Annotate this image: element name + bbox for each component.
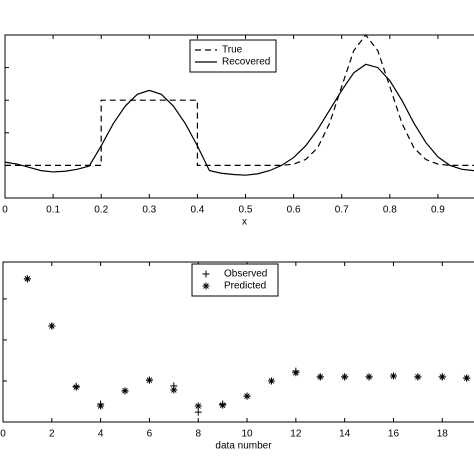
series-line (4, 63, 474, 176)
x-tick-label: 2 (49, 429, 55, 440)
x-tick-label: 0.9 (431, 205, 445, 216)
point (23, 275, 31, 283)
point (72, 383, 80, 391)
legend-label: True (222, 45, 243, 56)
x-axis-label: data number (215, 441, 272, 452)
point (194, 408, 202, 416)
legend-label: Predicted (224, 281, 266, 292)
plot-frame (2, 261, 474, 423)
x-tick-label: 12 (290, 429, 302, 440)
x-axis-label: x (242, 217, 247, 228)
x-tick-label: 10 (241, 429, 253, 440)
point (292, 369, 300, 377)
x-tick-label: 0 (2, 205, 8, 216)
legend-label: Observed (224, 269, 267, 280)
x-tick-label: 18 (437, 429, 449, 440)
point (121, 387, 129, 395)
point (463, 374, 471, 382)
point (194, 402, 202, 410)
legend-label: Recovered (222, 57, 270, 68)
point (438, 373, 446, 381)
point (267, 377, 275, 385)
x-tick-label: 0.6 (287, 205, 301, 216)
x-tick-label: 0 (0, 429, 6, 440)
x-tick-label: 0.5 (239, 205, 253, 216)
point (316, 373, 324, 381)
point (341, 373, 349, 381)
point (243, 392, 251, 400)
x-tick-label: 0.3 (142, 205, 156, 216)
legend-swatch (202, 270, 210, 278)
x-tick-label: 6 (147, 429, 153, 440)
series-line (5, 34, 474, 166)
point (145, 376, 153, 384)
point (219, 401, 227, 409)
point (414, 373, 422, 381)
legend-swatch (202, 282, 210, 290)
point (97, 402, 105, 410)
x-tick-label: 0.8 (383, 205, 397, 216)
x-tick-label: 0.4 (190, 205, 204, 216)
legend-box (191, 263, 279, 297)
point (365, 373, 373, 381)
x-tick-label: 0.2 (94, 205, 108, 216)
legend-box (189, 39, 277, 73)
x-tick-label: 4 (98, 429, 104, 440)
x-tick-label: 8 (195, 429, 201, 440)
x-tick-label: 16 (388, 429, 400, 440)
point (170, 386, 178, 394)
point (48, 322, 56, 330)
x-tick-label: 14 (339, 429, 351, 440)
x-tick-label: 0.1 (46, 205, 60, 216)
plot-frame (4, 34, 474, 199)
x-tick-label: 0.7 (335, 205, 349, 216)
point (389, 372, 397, 380)
